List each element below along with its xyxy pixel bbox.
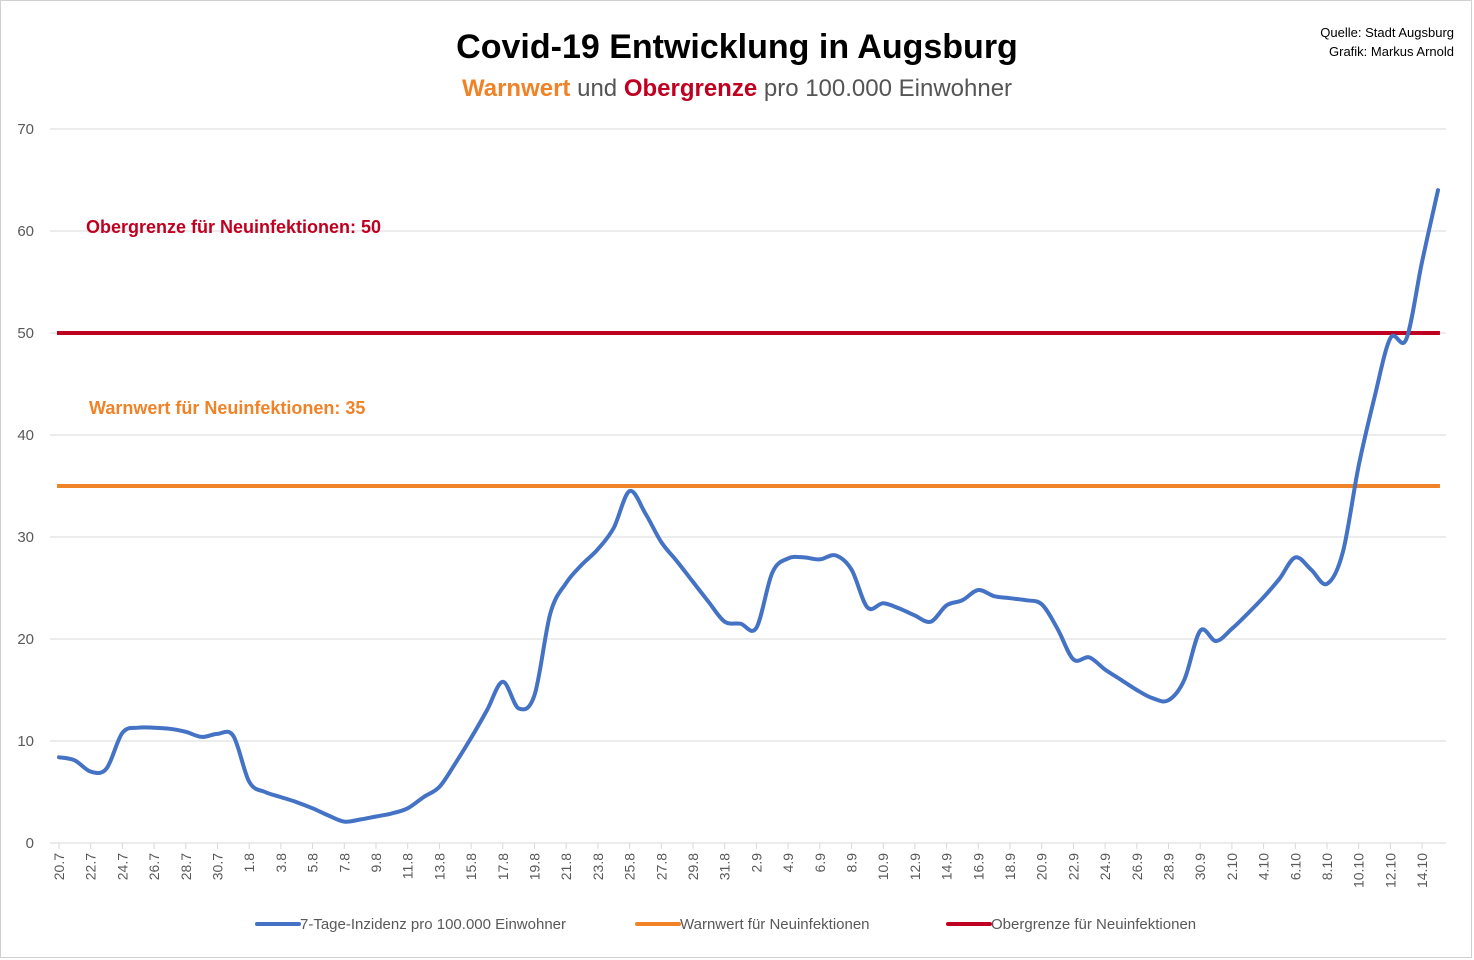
source-line: Quelle: Stadt Augsburg bbox=[1320, 25, 1454, 40]
x-tick-label: 6.9 bbox=[812, 853, 828, 873]
x-tick-label: 11.8 bbox=[400, 853, 416, 879]
x-tick-label: 5.8 bbox=[305, 853, 321, 873]
chart-subtitle: Warnwert und Obergrenze pro 100.000 Einw… bbox=[462, 75, 1012, 102]
x-tick-label: 2.10 bbox=[1224, 853, 1240, 880]
x-axis: 20.7 22.7 24.7 26.7 28.7 30.7 1.8 3.8 5.8 7.8 9.8 1… bbox=[51, 843, 1430, 888]
x-tick-label: 16.9 bbox=[970, 853, 986, 880]
legend: 7-Tage-Inzidenz pro 100.000 Einwohner War… bbox=[255, 916, 1196, 933]
x-tick-label: 14.10 bbox=[1414, 853, 1430, 888]
y-tick-label: 60 bbox=[17, 223, 34, 240]
x-tick-label: 24.7 bbox=[114, 853, 130, 880]
legend-label: Obergrenze für Neuinfektionen bbox=[991, 916, 1196, 933]
x-tick-label: 22.9 bbox=[1065, 853, 1081, 880]
x-tick-label: 27.8 bbox=[653, 853, 669, 880]
x-tick-label: 30.9 bbox=[1192, 853, 1208, 880]
x-tick-label: 10.9 bbox=[875, 853, 891, 880]
x-tick-label: 26.9 bbox=[1129, 853, 1145, 880]
y-tick-label: 40 bbox=[17, 427, 34, 444]
x-tick-label: 4.9 bbox=[780, 853, 796, 873]
y-tick-label: 20 bbox=[17, 631, 34, 648]
legend-label: Warnwert für Neuinfektionen bbox=[680, 916, 870, 933]
y-tick-label: 0 bbox=[26, 835, 34, 852]
x-tick-label: 22.7 bbox=[83, 853, 99, 880]
inzidenz-line bbox=[57, 188, 1440, 824]
y-axis: 0 10 20 30 40 50 60 70 bbox=[17, 121, 34, 852]
x-tick-label: 18.9 bbox=[1002, 853, 1018, 880]
credit-line: Grafik: Markus Arnold bbox=[1329, 44, 1454, 59]
x-tick-label: 12.9 bbox=[907, 853, 923, 880]
subtitle-und: und bbox=[570, 75, 623, 102]
x-tick-label: 17.8 bbox=[495, 853, 511, 880]
x-tick-label: 28.9 bbox=[1161, 853, 1177, 880]
x-tick-label: 4.10 bbox=[1256, 853, 1272, 880]
x-tick-label: 13.8 bbox=[431, 853, 447, 880]
x-tick-label: 8.10 bbox=[1319, 853, 1335, 880]
x-tick-label: 2.9 bbox=[748, 853, 764, 873]
y-tick-label: 50 bbox=[17, 325, 34, 342]
x-tick-label: 20.7 bbox=[51, 853, 67, 880]
legend-label: 7-Tage-Inzidenz pro 100.000 Einwohner bbox=[300, 916, 566, 933]
x-tick-label: 25.8 bbox=[622, 853, 638, 880]
x-tick-label: 23.8 bbox=[590, 853, 606, 880]
y-tick-label: 70 bbox=[17, 121, 34, 138]
inzidenz-points bbox=[57, 188, 1440, 823]
x-tick-label: 10.10 bbox=[1351, 853, 1367, 888]
x-tick-label: 3.8 bbox=[273, 853, 289, 873]
x-tick-label: 30.7 bbox=[210, 853, 226, 880]
x-tick-label: 24.9 bbox=[1097, 853, 1113, 880]
series-lines bbox=[57, 188, 1440, 824]
y-tick-label: 30 bbox=[17, 529, 34, 546]
annotation-obergrenze: Obergrenze für Neuinfektionen: 50 bbox=[86, 217, 381, 237]
subtitle-rest: pro 100.000 Einwohner bbox=[757, 75, 1012, 102]
x-tick-label: 20.9 bbox=[1034, 853, 1050, 880]
x-tick-label: 15.8 bbox=[463, 853, 479, 880]
subtitle-obergrenze: Obergrenze bbox=[624, 75, 757, 102]
x-tick-label: 9.8 bbox=[368, 853, 384, 873]
x-tick-label: 6.10 bbox=[1287, 853, 1303, 880]
x-tick-label: 26.7 bbox=[146, 853, 162, 880]
x-tick-label: 29.8 bbox=[685, 853, 701, 880]
chart-title: Covid-19 Entwicklung in Augsburg bbox=[456, 28, 1018, 66]
x-tick-label: 14.9 bbox=[939, 853, 955, 880]
x-tick-label: 8.9 bbox=[844, 853, 860, 873]
x-tick-label: 19.8 bbox=[527, 853, 543, 880]
x-tick-label: 21.8 bbox=[558, 853, 574, 880]
annotation-warnwert: Warnwert für Neuinfektionen: 35 bbox=[89, 398, 365, 418]
x-tick-label: 28.7 bbox=[178, 853, 194, 880]
x-tick-label: 12.10 bbox=[1382, 853, 1398, 888]
x-tick-label: 7.8 bbox=[336, 853, 352, 873]
subtitle-warnwert: Warnwert bbox=[462, 75, 570, 102]
y-tick-label: 10 bbox=[17, 733, 34, 750]
x-tick-label: 1.8 bbox=[241, 853, 257, 873]
x-tick-label: 31.8 bbox=[717, 853, 733, 880]
